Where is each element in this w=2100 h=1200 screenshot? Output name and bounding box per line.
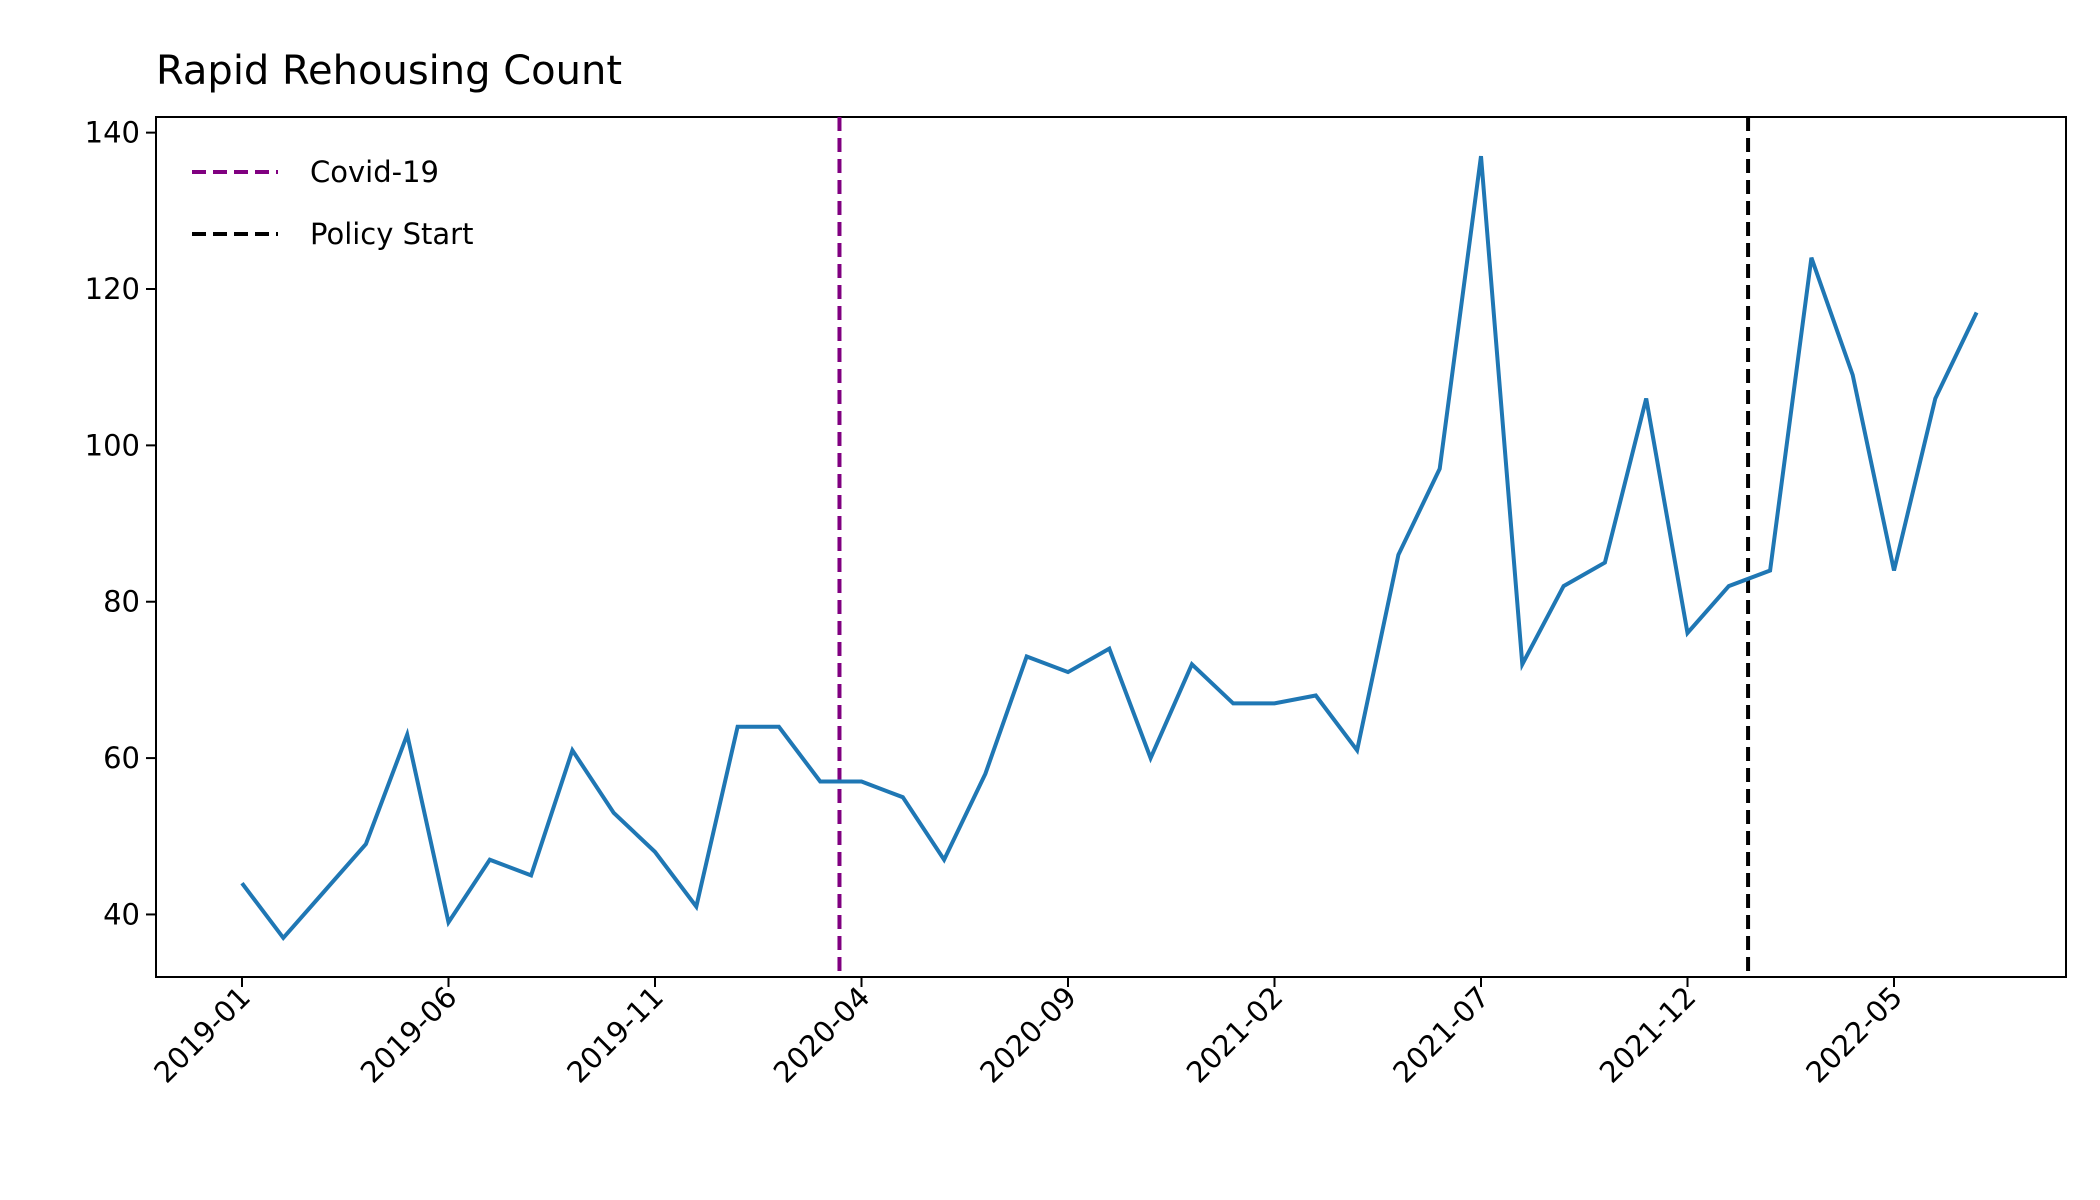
legend-label-policy-start: Policy Start: [310, 217, 473, 251]
x-tick-label: 2020-09: [973, 980, 1083, 1090]
legend: Covid-19 Policy Start: [192, 155, 473, 251]
series-line-0: [240, 155, 1979, 942]
legend-label-covid-19: Covid-19: [310, 155, 439, 189]
plot-area: 40 60 80 100 120 140 2019-01 2019-06 2019-11 2020…: [85, 116, 2067, 1090]
y-tick-label: 120: [85, 272, 140, 306]
x-tick-label: 2022-05: [1799, 980, 1909, 1090]
y-tick-label: 60: [103, 741, 140, 775]
x-tick-label: 2021-12: [1593, 980, 1703, 1090]
y-tick-label: 140: [85, 116, 140, 150]
y-tick-label: 40: [103, 897, 140, 931]
y-tick-label: 100: [85, 428, 140, 462]
x-tick-label: 2019-11: [560, 980, 670, 1090]
x-tick-label: 2019-01: [147, 980, 257, 1090]
x-tick-label: 2020-04: [767, 980, 877, 1090]
chart-title: Rapid Rehousing Count: [156, 48, 622, 94]
x-tick-label: 2021-07: [1386, 980, 1496, 1090]
x-tick-label: 2021-02: [1180, 980, 1290, 1090]
x-tick-label: 2019-06: [354, 980, 464, 1090]
axes-frame: [155, 116, 2067, 978]
y-tick-label: 80: [103, 585, 140, 619]
